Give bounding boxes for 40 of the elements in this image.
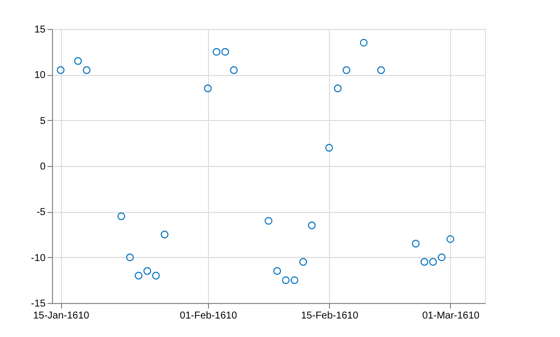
point <box>126 253 134 262</box>
x-tick-label: 01-Feb-1610 <box>180 310 238 322</box>
point <box>264 216 272 225</box>
x-tick-label: 15-Feb-1610 <box>300 310 359 322</box>
point <box>325 144 333 152</box>
y-tick-label: -5 <box>36 207 46 218</box>
point <box>212 48 220 56</box>
y-tick-label: -10 <box>31 252 46 264</box>
point <box>446 235 454 243</box>
point <box>290 276 298 284</box>
x-tick-label: 01-Mar-1610 <box>422 310 480 322</box>
point <box>438 253 446 262</box>
point <box>230 66 238 74</box>
point <box>308 222 316 230</box>
point <box>143 267 152 275</box>
x-tick-label: 15-Jan-1610 <box>33 310 90 322</box>
y-tick-label: 5 <box>40 116 46 127</box>
point <box>420 258 428 266</box>
point <box>334 84 342 92</box>
point <box>412 240 420 248</box>
point <box>429 258 437 266</box>
point <box>299 258 307 266</box>
point <box>117 212 126 220</box>
point <box>134 272 142 280</box>
point <box>74 57 82 65</box>
point <box>342 66 350 74</box>
y-tick-label: 0 <box>40 162 46 172</box>
y-tick-label: 10 <box>34 70 46 82</box>
point <box>377 66 385 74</box>
point <box>56 66 65 74</box>
point <box>360 38 368 47</box>
y-tick-label: 15 <box>34 24 46 36</box>
point <box>221 48 230 56</box>
y-tick-label: -15 <box>31 298 46 310</box>
point <box>82 66 90 74</box>
point <box>282 276 290 284</box>
point <box>152 272 160 280</box>
point <box>273 267 282 275</box>
point <box>204 84 212 92</box>
point <box>160 230 168 238</box>
